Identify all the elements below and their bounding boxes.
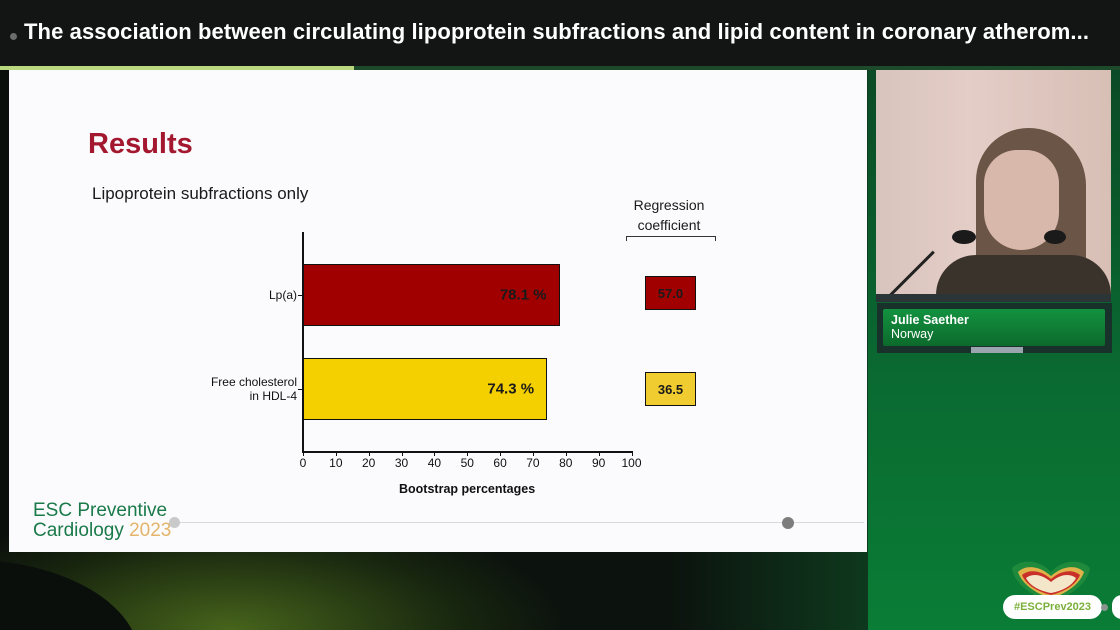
title-bullet-icon — [10, 33, 17, 40]
regression-coefficient-header: Regression coefficient — [633, 197, 705, 233]
x-tick — [565, 451, 567, 456]
x-tick — [335, 451, 337, 456]
microphone-icon — [1044, 230, 1066, 244]
x-tick — [368, 451, 370, 456]
carousel-dot — [1101, 604, 1108, 611]
presentation-slide: Results Lipoprotein subfractions only 0 1… — [9, 70, 867, 552]
podium — [876, 294, 1111, 302]
bar-free-cholesterol-hdl4: 74.3 % — [303, 358, 548, 420]
category-label-lpa: Lp(a) — [268, 288, 297, 302]
x-tick-label: 50 — [460, 456, 474, 470]
x-tick-label: 100 — [621, 456, 642, 470]
esc-heart-logo-icon — [1012, 561, 1090, 602]
x-tick-label: 40 — [427, 456, 442, 470]
x-tick-label: 20 — [362, 456, 376, 470]
speaker-country: Norway — [891, 327, 934, 341]
esc-preventive-cardiology-logo: ESC Preventive Cardiology 2023 — [33, 500, 172, 541]
x-tick-label: 30 — [394, 456, 409, 470]
x-tick — [532, 451, 534, 456]
speaker-video — [876, 70, 1111, 302]
x-tick — [303, 451, 304, 456]
x-tick — [467, 451, 469, 456]
playback-progress-bar[interactable] — [0, 66, 1120, 70]
x-tick-label: 90 — [591, 456, 606, 470]
slide-heading: Results — [88, 128, 193, 160]
x-tick-label: 0 — [299, 456, 307, 470]
x-tick — [631, 451, 633, 456]
x-tick — [434, 451, 436, 456]
x-tick-label: 70 — [526, 456, 540, 470]
x-tick-label: 10 — [329, 456, 343, 470]
name-plate-tab — [971, 347, 1023, 353]
regression-bracket — [626, 236, 716, 241]
y-axis — [302, 232, 304, 452]
speaker-name: Julie Saether — [891, 313, 969, 327]
slide-timeline-handle[interactable] — [782, 517, 794, 529]
slide-timeline-track[interactable] — [174, 522, 864, 523]
x-tick — [500, 451, 502, 456]
bar-lpa: 78.1 % — [303, 264, 560, 326]
regression-value-free-cholesterol-hdl4: 36.5 — [645, 372, 696, 406]
slide-subheading: Lipoprotein subfractions only — [92, 184, 309, 203]
bar-value-label: 74.3 % — [487, 380, 535, 398]
category-label-free-cholesterol-hdl4: Free cholesterol in HDL-4 — [210, 375, 297, 403]
hashtag-badge: #ESCPrev2023 — [1003, 595, 1102, 619]
category-tick — [298, 295, 303, 296]
regression-value-lpa: 57.0 — [645, 276, 696, 310]
x-axis — [302, 451, 632, 453]
slide-timeline-start-marker — [169, 517, 180, 528]
x-tick — [598, 451, 600, 456]
x-tick-label: 80 — [559, 456, 573, 470]
title-bar: The association between circulating lipo… — [0, 0, 1120, 66]
microphone-icon — [952, 230, 976, 244]
x-tick-label: 60 — [493, 456, 507, 470]
playback-progress-fill — [0, 66, 354, 70]
speaker-name-plate: Julie Saether Norway — [883, 309, 1105, 346]
next-badge — [1112, 595, 1120, 619]
x-tick — [401, 451, 403, 456]
bar-value-label: 78.1 % — [499, 286, 547, 304]
x-axis-title: Bootstrap percentages — [399, 482, 536, 496]
session-title: The association between circulating lipo… — [24, 19, 1090, 44]
category-tick — [298, 389, 303, 390]
